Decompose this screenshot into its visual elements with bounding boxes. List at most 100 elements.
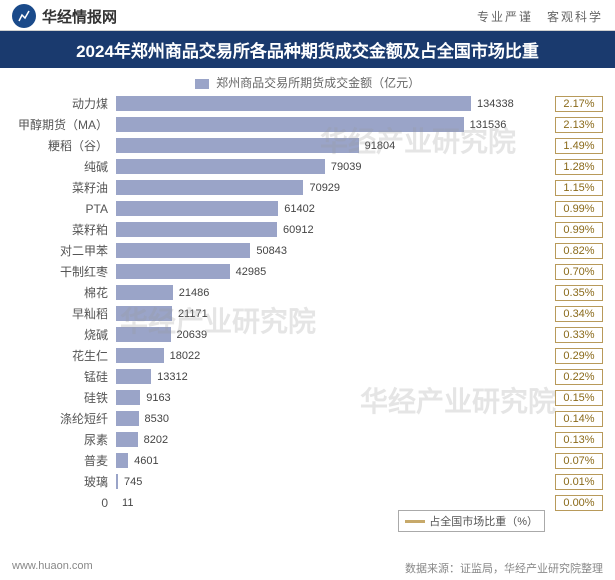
percent-box: 2.17% <box>555 96 603 112</box>
bar-value: 91804 <box>365 140 396 152</box>
percent-box: 1.28% <box>555 159 603 175</box>
bar <box>116 264 230 279</box>
bar <box>116 180 303 195</box>
percent-box: 0.15% <box>555 390 603 406</box>
category-label: 对二甲苯 <box>12 242 112 259</box>
percent-box: 0.29% <box>555 348 603 364</box>
percent-box: 2.13% <box>555 117 603 133</box>
bar-value: 70929 <box>309 182 340 194</box>
bar-value: 9163 <box>146 392 170 404</box>
bar-area: 21171 <box>116 306 545 321</box>
legend-top-label: 郑州商品交易所期货成交金额（亿元） <box>216 76 420 90</box>
legend-line-swatch-icon <box>405 520 425 523</box>
category-label: PTA <box>12 202 112 216</box>
legend-swatch-icon <box>195 79 209 89</box>
bar-area: 42985 <box>116 264 545 279</box>
bar-value: 79039 <box>331 161 362 173</box>
brand: 华经情报网 <box>12 4 117 28</box>
legend-box-label: 占全国市场比重（%） <box>429 513 538 529</box>
chart-row: 粳稻（谷） 91804 1.49% <box>12 135 603 156</box>
bar-value: 4601 <box>134 455 158 467</box>
chart-row: 纯碱 79039 1.28% <box>12 156 603 177</box>
bar-value: 20639 <box>177 329 208 341</box>
chart-row: 早籼稻 21171 0.34% <box>12 303 603 324</box>
category-label: 粳稻（谷） <box>12 137 112 154</box>
bar <box>116 327 171 342</box>
bar-value: 21486 <box>179 287 210 299</box>
chart-row: 玻璃7450.01% <box>12 471 603 492</box>
bar-area: 50843 <box>116 243 545 258</box>
percent-box: 0.99% <box>555 222 603 238</box>
bar-area: 131536 <box>116 117 545 132</box>
percent-box: 0.99% <box>555 201 603 217</box>
bar-value: 61402 <box>284 203 315 215</box>
percent-box: 0.35% <box>555 285 603 301</box>
bar-area: 13312 <box>116 369 545 384</box>
category-label: 涤纶短纤 <box>12 410 112 427</box>
percent-box: 1.49% <box>555 138 603 154</box>
bar <box>116 222 277 237</box>
chart-row: 棉花 21486 0.35% <box>12 282 603 303</box>
category-label: 甲醇期货（MA） <box>12 116 112 133</box>
footer: www.huaon.com 数据来源：证监局，华经产业研究院整理 <box>12 560 603 576</box>
bar-area: 4601 <box>116 453 545 468</box>
category-label: 硅铁 <box>12 389 112 406</box>
bar-area: 70929 <box>116 180 545 195</box>
bar <box>116 390 140 405</box>
bar-area: 745 <box>116 474 545 489</box>
category-label: 动力煤 <box>12 95 112 112</box>
chart-row: 菜籽粕 60912 0.99% <box>12 219 603 240</box>
category-label: 纯碱 <box>12 158 112 175</box>
category-label: 玻璃 <box>12 473 112 490</box>
category-label: 烧碱 <box>12 326 112 343</box>
category-label: 花生仁 <box>12 347 112 364</box>
bar <box>116 159 325 174</box>
bar-value: 8202 <box>144 434 168 446</box>
bar-value: 60912 <box>283 224 314 236</box>
category-label: 干制红枣 <box>12 263 112 280</box>
bar-area: 21486 <box>116 285 545 300</box>
category-label: 早籼稻 <box>12 305 112 322</box>
bar-area: 134338 <box>116 96 545 111</box>
percent-box: 1.15% <box>555 180 603 196</box>
category-label: 0 <box>12 496 112 510</box>
chart-row: 花生仁 18022 0.29% <box>12 345 603 366</box>
category-label: 菜籽油 <box>12 179 112 196</box>
chart-title: 2024年郑州商品交易所各品种期货成交金额及占全国市场比重 <box>0 31 615 68</box>
bar-value: 50843 <box>256 245 287 257</box>
category-label: 普麦 <box>12 452 112 469</box>
bar-area: 18022 <box>116 348 545 363</box>
bar-area: 91804 <box>116 138 545 153</box>
bar-value: 745 <box>124 476 142 488</box>
bar <box>116 348 164 363</box>
percent-box: 0.07% <box>555 453 603 469</box>
bar-value: 13312 <box>157 371 188 383</box>
bar <box>116 243 250 258</box>
bar <box>116 138 359 153</box>
bar-chart: 动力煤 134338 2.17% 甲醇期货（MA） 131536 2.13% 粳稻（谷） 91… <box>0 93 615 513</box>
bar-value: 134338 <box>477 98 514 110</box>
category-label: 菜籽粕 <box>12 221 112 238</box>
bar <box>116 474 118 489</box>
percent-box: 0.13% <box>555 432 603 448</box>
bar-value: 11 <box>122 497 133 509</box>
bar-area: 9163 <box>116 390 545 405</box>
bar-value: 131536 <box>470 119 507 131</box>
bar-value: 8530 <box>145 413 169 425</box>
percent-box: 0.33% <box>555 327 603 343</box>
bar-value: 18022 <box>170 350 201 362</box>
bar-value: 21171 <box>178 308 208 320</box>
chart-row: 硅铁 9163 0.15% <box>12 387 603 408</box>
bar-value: 42985 <box>236 266 267 278</box>
bar <box>116 117 464 132</box>
category-label: 尿素 <box>12 431 112 448</box>
bar-area: 60912 <box>116 222 545 237</box>
chart-row: 尿素 8202 0.13% <box>12 429 603 450</box>
bar <box>116 201 278 216</box>
chart-row: 动力煤 134338 2.17% <box>12 93 603 114</box>
percent-box: 0.34% <box>555 306 603 322</box>
percent-box: 0.82% <box>555 243 603 259</box>
percent-box: 0.14% <box>555 411 603 427</box>
category-label: 棉花 <box>12 284 112 301</box>
bar <box>116 411 139 426</box>
